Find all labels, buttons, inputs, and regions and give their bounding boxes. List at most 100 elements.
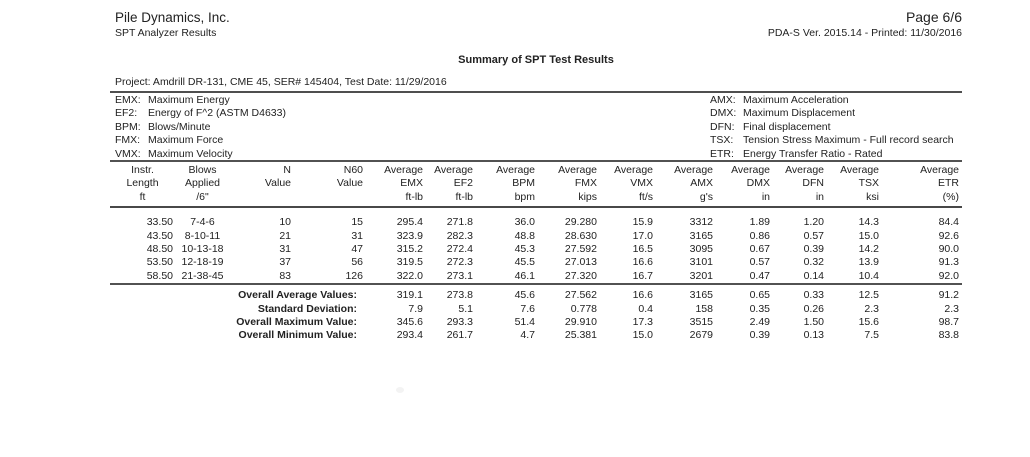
summary-cell: 12.5: [824, 283, 879, 303]
legend-abbr: DMX:: [710, 107, 737, 120]
summary-cell: 83.8: [938, 329, 959, 342]
summary-cell: 261.7: [446, 329, 473, 342]
document-title: Summary of SPT Test Results: [458, 54, 614, 66]
company-name: Pile Dynamics, Inc.: [115, 10, 230, 25]
legend-item: VMX: Maximum Velocity: [115, 148, 286, 161]
summary-cell: 0.26: [803, 302, 824, 315]
table-cell: 0.39: [803, 243, 824, 256]
legend-abbr: ETR:: [710, 147, 734, 160]
table-cell: 17.0: [632, 229, 653, 242]
column-header: ft: [110, 190, 175, 209]
table-cell: 0.32: [803, 256, 824, 269]
table-cell: 272.4: [446, 243, 473, 256]
header-row: ft/6" ft-lb ft-lb bpm kips ft/s g's in in ksi (%): [110, 190, 962, 209]
table-cell: 10.4: [858, 269, 879, 282]
table-cell: 3201: [689, 269, 713, 282]
table-cell: 126: [345, 269, 363, 282]
column-header: FMX: [574, 177, 597, 190]
legend-desc: Maximum Acceleration: [743, 94, 849, 106]
legend-item: BPM: Blows/Minute: [115, 121, 286, 134]
legend-desc: Tension Stress Maximum - Full record sea…: [743, 134, 954, 147]
table-cell: 315.2: [396, 243, 423, 256]
table-cell: 3095: [689, 243, 713, 256]
table-cell: 295.4: [396, 216, 423, 229]
summary-label: Overall Maximum Value:: [236, 316, 357, 329]
table-cell: 58.50: [146, 269, 173, 282]
column-header: g's: [653, 190, 713, 209]
table-cell: 43.50: [146, 229, 173, 242]
column-header: TSX: [858, 177, 879, 190]
version-line: PDA-S Ver. 2015.14 - Printed: 11/30/2016: [767, 27, 962, 39]
summary-cell: 293.3: [446, 316, 473, 329]
column-header: Average: [713, 159, 770, 178]
results-table: Instr. Blows N N60 Average Average Average Aver…: [110, 159, 962, 343]
table-cell: 37: [279, 256, 291, 269]
column-header: /6": [175, 190, 230, 209]
table-cell: 3312: [689, 216, 713, 229]
summary-cell: 0.33: [770, 283, 824, 303]
table-cell: 8-10-11: [184, 229, 221, 242]
table-cell: 3101: [689, 256, 713, 269]
summary-cell: 2.3: [944, 302, 959, 315]
table-cell: 27.013: [564, 256, 597, 269]
summary-cell: 91.2: [879, 283, 962, 303]
summary-cell: 15.6: [858, 316, 879, 329]
table-cell: 319.5: [396, 256, 423, 269]
summary-cell: 29.910: [564, 316, 597, 329]
column-header: EMX: [400, 177, 423, 190]
summary-row: Standard Deviation: 7.9 5.1 7.6 0.778 0.4 158 0…: [110, 303, 962, 316]
summary-cell: 7.6: [520, 302, 535, 315]
summary-cell: 0.39: [749, 329, 770, 342]
table-cell: 47: [351, 243, 363, 256]
table-cell: 0.86: [749, 229, 770, 242]
summary-row: Overall Minimum Value: 293.4 261.7 4.7 25.38…: [110, 329, 962, 342]
summary-cell: 319.1: [363, 283, 423, 303]
column-header: Value: [264, 177, 291, 190]
column-header: Applied: [184, 177, 221, 190]
table-cell: 16.6: [632, 256, 653, 269]
table-cell: 48.8: [514, 229, 535, 242]
table-cell: 0.47: [749, 269, 770, 282]
legend-desc: Maximum Velocity: [148, 147, 233, 160]
legend-abbr: AMX:: [710, 94, 736, 106]
column-header: (%): [879, 190, 962, 209]
project-line: Project: Amdrill DR-131, CME 45, SER# 14…: [110, 76, 962, 93]
legend-item: ETR: Energy Transfer Ratio - Rated: [710, 148, 954, 161]
column-header: in: [770, 190, 824, 209]
column-header: [291, 190, 363, 209]
table-cell: 14.3: [858, 216, 879, 229]
column-header: ksi: [824, 190, 879, 209]
table-cell: 271.8: [446, 216, 473, 229]
legend-desc: Energy Transfer Ratio - Rated: [743, 147, 883, 160]
summary-cell: 3165: [653, 283, 713, 303]
summary-row: Overall Maximum Value: 345.6 293.3 51.4 29.9…: [110, 316, 962, 329]
column-header: Length: [126, 177, 159, 190]
table-cell: 15: [351, 216, 363, 229]
table-cell: 48.50: [146, 243, 173, 256]
column-header: in: [713, 190, 770, 209]
table-cell: 91.3: [938, 256, 959, 269]
legend-desc: Maximum Force: [148, 134, 224, 147]
table-cell: 0.57: [749, 256, 770, 269]
results-table-header: Instr. Blows N N60 Average Average Average Aver…: [110, 159, 962, 209]
table-cell: 273.1: [446, 269, 473, 282]
table-cell: 3165: [689, 229, 713, 242]
table-cell: 7-4-6: [190, 216, 215, 229]
column-header: VMX: [630, 177, 653, 190]
legend-right-column: AMX: Maximum Acceleration DMX: Maximum Disp…: [710, 94, 954, 161]
table-cell: 27.320: [564, 269, 597, 282]
legend-abbr: EF2:: [115, 107, 138, 120]
legend-item: AMX: Maximum Acceleration: [710, 94, 954, 107]
summary-cell: 0.778: [570, 302, 597, 315]
table-cell: 1.20: [803, 216, 824, 229]
summary-cell: 51.4: [514, 316, 535, 329]
summary-cell: 2.49: [749, 316, 770, 329]
legend-item: EMX: Maximum Energy: [115, 94, 286, 107]
column-header: Average: [363, 159, 423, 178]
table-cell: 21: [279, 229, 291, 242]
legend-desc: Final displacement: [743, 120, 831, 133]
table-cell: 31: [351, 229, 363, 242]
table-cell: 16.7: [632, 269, 653, 282]
summary-cell: 345.6: [396, 316, 423, 329]
